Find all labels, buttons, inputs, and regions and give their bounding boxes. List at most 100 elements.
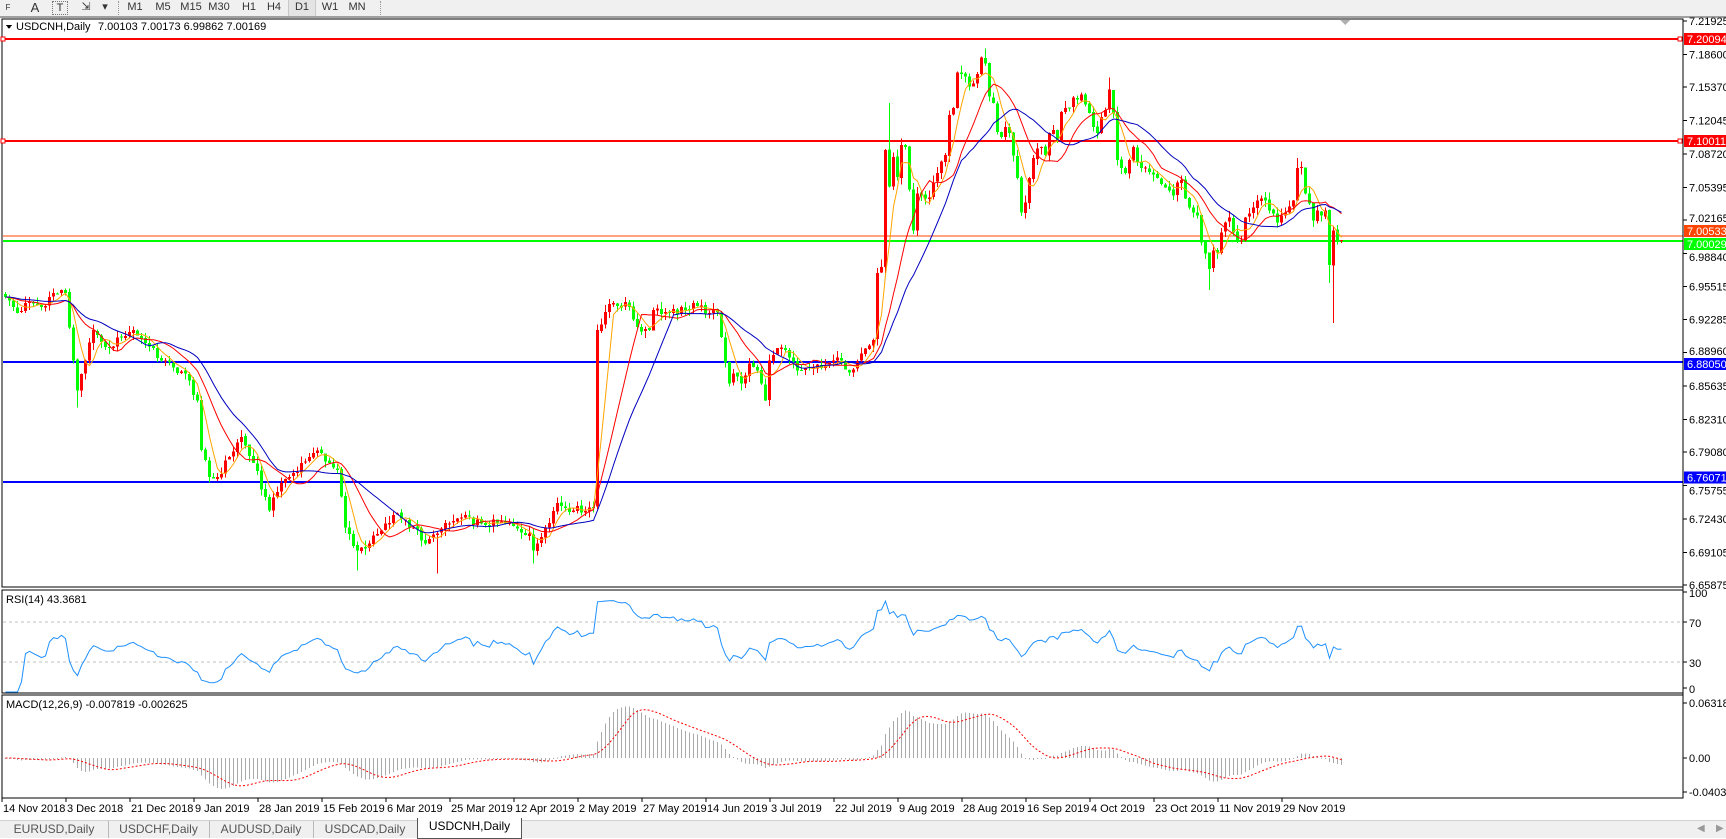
timeframe-h4[interactable]: H4 bbox=[266, 1, 282, 13]
macd-bar bbox=[1341, 758, 1342, 765]
tab-usdchf[interactable]: USDCHF,Daily bbox=[108, 821, 210, 838]
macd-bar bbox=[981, 713, 982, 758]
macd-bar bbox=[1073, 748, 1074, 758]
timeframe-d1[interactable]: D1 bbox=[288, 0, 316, 16]
chart-window[interactable]: 7.21925 7.18600 7.15370 7.12045 7.08720 7.053… bbox=[0, 0, 1726, 820]
macd-bar bbox=[397, 758, 398, 771]
tab-audusd[interactable]: AUDUSD,Daily bbox=[209, 821, 314, 838]
date-axis: 14 Nov 2018 3 Dec 2018 21 Dec 2018 9 Jan 20… bbox=[1, 798, 1345, 815]
macd-bar bbox=[217, 758, 218, 789]
macd-bar bbox=[605, 723, 606, 758]
price-tick-label: 7.21925 bbox=[1689, 16, 1726, 28]
macd-bar bbox=[1057, 755, 1058, 758]
candle bbox=[1128, 158, 1131, 179]
price-tick-label: 6.92285 bbox=[1689, 314, 1726, 326]
timeframe-m1[interactable]: M1 bbox=[127, 1, 143, 13]
macd-bar bbox=[617, 709, 618, 758]
macd-bar bbox=[881, 745, 882, 758]
text-box-icon[interactable]: T bbox=[52, 1, 68, 15]
candle bbox=[560, 495, 563, 511]
timeframe-mn[interactable]: MN bbox=[348, 1, 366, 13]
candle bbox=[164, 357, 167, 367]
macd-bar bbox=[129, 758, 130, 765]
collapse-triangle-icon[interactable] bbox=[6, 25, 12, 29]
tab-eurusd[interactable]: EURUSD,Daily bbox=[0, 821, 109, 838]
macd-bar bbox=[329, 758, 330, 763]
macd-bar bbox=[77, 758, 78, 769]
macd-bar bbox=[1033, 758, 1034, 760]
macd-bar bbox=[137, 758, 138, 763]
line-anchor-icon[interactable] bbox=[1677, 36, 1683, 42]
macd-bar bbox=[269, 758, 270, 783]
macd-bar bbox=[737, 758, 738, 760]
macd-bar bbox=[1061, 753, 1062, 758]
macd-bar bbox=[941, 724, 942, 758]
tab-usdcad[interactable]: USDCAD,Daily bbox=[313, 821, 418, 838]
fibonacci-fan-icon[interactable]: F bbox=[5, 3, 11, 12]
macd-bar bbox=[237, 758, 238, 784]
macd-bar bbox=[633, 707, 634, 758]
macd-bar bbox=[285, 758, 286, 779]
macd-bar bbox=[973, 713, 974, 758]
timeframe-m15[interactable]: M15 bbox=[180, 1, 202, 13]
candle bbox=[604, 305, 607, 329]
candle bbox=[996, 101, 999, 135]
line-anchor-icon[interactable] bbox=[1677, 138, 1683, 144]
timeframe-m30[interactable]: M30 bbox=[208, 1, 230, 13]
candle bbox=[356, 541, 359, 571]
line-anchor-icon[interactable] bbox=[0, 138, 6, 144]
macd-bar bbox=[541, 758, 542, 763]
candle bbox=[948, 110, 951, 163]
text-label-icon[interactable]: A bbox=[30, 0, 40, 15]
macd-bar bbox=[449, 758, 450, 765]
timeframe-m5[interactable]: M5 bbox=[155, 1, 171, 13]
candle bbox=[192, 377, 195, 400]
candle bbox=[392, 510, 395, 527]
macd-bar bbox=[1201, 758, 1202, 776]
macd-bar bbox=[365, 758, 366, 780]
line-anchor-icon[interactable] bbox=[0, 36, 6, 42]
macd-bar bbox=[277, 758, 278, 782]
macd-bar bbox=[921, 719, 922, 758]
macd-bar bbox=[481, 758, 482, 760]
macd-bar bbox=[769, 758, 770, 767]
scroll-right-icon[interactable]: ▶ bbox=[1716, 823, 1724, 834]
candle bbox=[1020, 175, 1023, 217]
candle bbox=[1260, 195, 1263, 206]
tab-usdcnh[interactable]: USDCNH,Daily bbox=[417, 818, 522, 839]
toolbar-separator bbox=[380, 1, 382, 15]
macd-bar bbox=[641, 712, 642, 758]
date-label: 15 Feb 2019 bbox=[323, 803, 385, 815]
macd-bar bbox=[1029, 758, 1030, 760]
candle bbox=[916, 187, 919, 236]
rsi-label: RSI(14) 43.3681 bbox=[6, 594, 87, 606]
macd-bar bbox=[793, 758, 794, 761]
macd-bar bbox=[1117, 753, 1118, 758]
macd-bar bbox=[621, 707, 622, 758]
macd-bar bbox=[985, 714, 986, 758]
macd-bar bbox=[961, 713, 962, 758]
candle bbox=[1088, 101, 1091, 114]
scroll-left-icon[interactable]: ◀ bbox=[1697, 823, 1705, 834]
macd-bar bbox=[1337, 758, 1338, 765]
ma-medium-line bbox=[5, 83, 1342, 538]
candle bbox=[1308, 187, 1311, 206]
macd-bar bbox=[817, 758, 818, 762]
macd-bar bbox=[589, 754, 590, 758]
arrows-icon[interactable]: ⇲ bbox=[81, 1, 91, 13]
candle bbox=[428, 535, 431, 544]
candle bbox=[536, 537, 539, 556]
timeframe-w1[interactable]: W1 bbox=[321, 1, 339, 13]
date-label: 16 Sep 2019 bbox=[1027, 803, 1089, 815]
chart-shift-marker-icon[interactable] bbox=[1340, 20, 1350, 25]
macd-bar bbox=[81, 758, 82, 771]
dropdown-icon[interactable]: ▾ bbox=[102, 1, 108, 13]
candle bbox=[444, 519, 447, 536]
candle bbox=[992, 92, 995, 104]
timeframe-h1[interactable]: H1 bbox=[241, 1, 257, 13]
candle bbox=[1288, 200, 1291, 215]
macd-bar bbox=[425, 758, 426, 769]
macd-bar bbox=[1009, 737, 1010, 758]
candle bbox=[1028, 177, 1031, 209]
macd-bar bbox=[113, 758, 114, 769]
